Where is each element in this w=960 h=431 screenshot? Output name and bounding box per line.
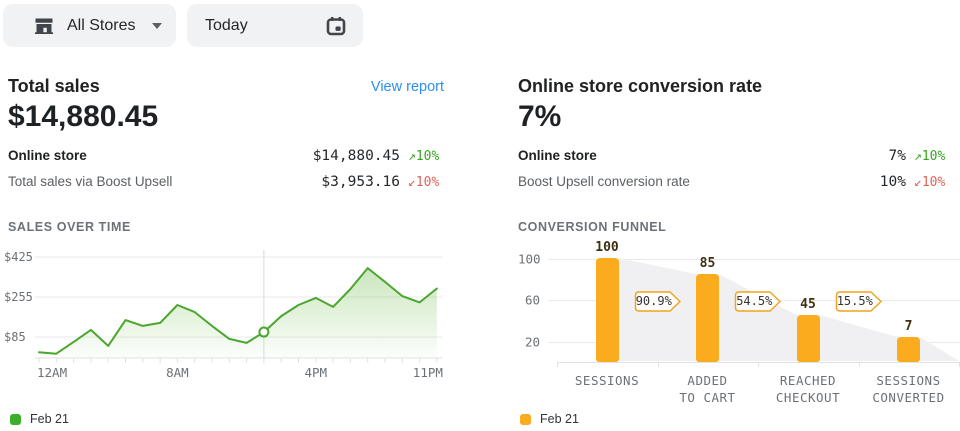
- total-sales-value: $14,880.45: [8, 100, 159, 133]
- metric-value: $14,880.45: [312, 148, 400, 164]
- funnel-legend: Feb 21: [520, 412, 579, 426]
- badge-text: 54.5%: [736, 294, 773, 308]
- badge-shape: [634, 291, 681, 312]
- bar-value-label: 100: [595, 240, 619, 255]
- funnel-category-label: SESSIONS: [574, 373, 640, 388]
- y-axis-label: 20: [524, 334, 540, 350]
- date-selector-button[interactable]: Today: [187, 4, 363, 47]
- conversion-title: Online store conversion rate: [518, 76, 763, 96]
- x-axis-label: 12AM: [37, 365, 68, 380]
- view-report-link[interactable]: View report: [370, 79, 444, 95]
- legend-label: Feb 21: [540, 412, 579, 426]
- funnel-bar[interactable]: [897, 337, 920, 362]
- down-arrow-icon: ↙: [914, 175, 922, 190]
- bar-value-label: 45: [800, 297, 816, 312]
- funnel-category-label: SESSIONS CONVERTED: [872, 373, 945, 405]
- x-axis-tick: [657, 362, 659, 367]
- conversion-rate-panel: Online store conversion rate 7% Online s…: [518, 60, 960, 431]
- up-arrow-icon: ↗: [408, 149, 416, 164]
- total-sales-breakdown: Online store $14,880.45 ↗10% Total sales…: [8, 148, 446, 200]
- badge-text: 90.9%: [635, 294, 672, 308]
- metric-label: Total sales via Boost Upsell: [8, 174, 173, 189]
- x-axis-label: 11PM: [412, 365, 443, 380]
- store-selector-button[interactable]: All Stores: [3, 4, 176, 47]
- metric-delta-down: ↙10%: [408, 175, 446, 190]
- metric-label: Boost Upsell conversion rate: [518, 174, 690, 189]
- bar-value-label: 7: [904, 319, 913, 334]
- sales-line-svg: [35, 250, 442, 363]
- metric-delta-down: ↙10%: [914, 175, 952, 190]
- x-axis-label: 8AM: [166, 365, 189, 380]
- metric-delta-up: ↗10%: [408, 149, 446, 164]
- gridline: [548, 259, 960, 260]
- metric-value: 7%: [888, 148, 906, 164]
- metric-row-boost-upsell: Boost Upsell conversion rate 10% ↙10%: [518, 174, 952, 200]
- sales-over-time-heading: SALES OVER TIME: [8, 220, 131, 234]
- delta-percent: 10%: [415, 175, 440, 190]
- metric-delta-up: ↗10%: [914, 149, 952, 164]
- conversion-funnel-heading: CONVERSION FUNNEL: [518, 220, 667, 234]
- badge-shape: [735, 291, 781, 312]
- total-sales-title: Total sales: [8, 76, 100, 96]
- metric-row-online-store: Online store 7% ↗10%: [518, 148, 952, 174]
- conversion-funnel-chart[interactable]: 100 60 20 100 85 45 7 90.9% 54.5% 15.5% SESSIONS AD…: [518, 240, 960, 422]
- metric-label: Online store: [518, 148, 597, 163]
- x-axis-tick: [858, 362, 860, 367]
- delta-percent: 10%: [415, 149, 440, 164]
- legend-swatch-green: [10, 413, 21, 425]
- legend-label: Feb 21: [30, 412, 69, 426]
- hover-marker: [258, 326, 270, 338]
- funnel-bar[interactable]: [595, 258, 619, 362]
- conversion-value: 7%: [518, 100, 562, 133]
- badge-shape: [835, 291, 882, 312]
- x-axis-label: 4PM: [304, 365, 328, 380]
- conversion-breakdown: Online store 7% ↗10% Boost Upsell conver…: [518, 148, 952, 200]
- y-axis-label: $425: [4, 250, 33, 264]
- store-selector-label: All Stores: [67, 16, 136, 34]
- conversion-rate-badge: 90.9%: [634, 291, 681, 312]
- calendar-icon: [326, 16, 346, 35]
- delta-percent: 10%: [921, 175, 946, 190]
- metric-row-online-store: Online store $14,880.45 ↗10%: [8, 148, 446, 174]
- storefront-icon: [35, 18, 53, 34]
- conversion-rate-badge: 15.5%: [835, 291, 882, 312]
- total-sales-panel: Total sales View report $14,880.45 Onlin…: [4, 60, 446, 431]
- conversion-rate-badge: 54.5%: [734, 291, 781, 312]
- sales-legend: Feb 21: [10, 412, 69, 426]
- y-axis-label: 60: [524, 292, 540, 308]
- metric-value: $3,953.16: [321, 174, 400, 190]
- funnel-bar[interactable]: [696, 274, 719, 362]
- down-arrow-icon: ↙: [408, 175, 416, 190]
- y-axis-label: $85: [4, 330, 26, 344]
- up-arrow-icon: ↗: [914, 149, 922, 164]
- sales-line: [38, 267, 438, 355]
- delta-percent: 10%: [921, 149, 946, 164]
- date-selector-label: Today: [205, 16, 248, 34]
- badge-text: 15.5%: [836, 294, 873, 308]
- metric-row-boost-upsell: Total sales via Boost Upsell $3,953.16 ↙…: [8, 174, 446, 200]
- x-axis-tick: [557, 362, 558, 367]
- funnel-category-label: REACHED CHECKOUT: [775, 373, 841, 405]
- area-fill: [39, 268, 437, 358]
- x-axis-tick: [758, 362, 759, 367]
- chevron-down-icon: [152, 22, 162, 29]
- metric-value: 10%: [879, 174, 906, 190]
- bar-value-label: 85: [699, 256, 716, 271]
- legend-swatch-orange: [520, 413, 531, 425]
- y-axis-label: 100: [518, 251, 541, 267]
- metric-label: Online store: [8, 148, 87, 163]
- y-axis-label: $255: [4, 290, 33, 304]
- funnel-bar[interactable]: [796, 315, 820, 362]
- funnel-category-label: ADDED TO CART: [679, 373, 736, 405]
